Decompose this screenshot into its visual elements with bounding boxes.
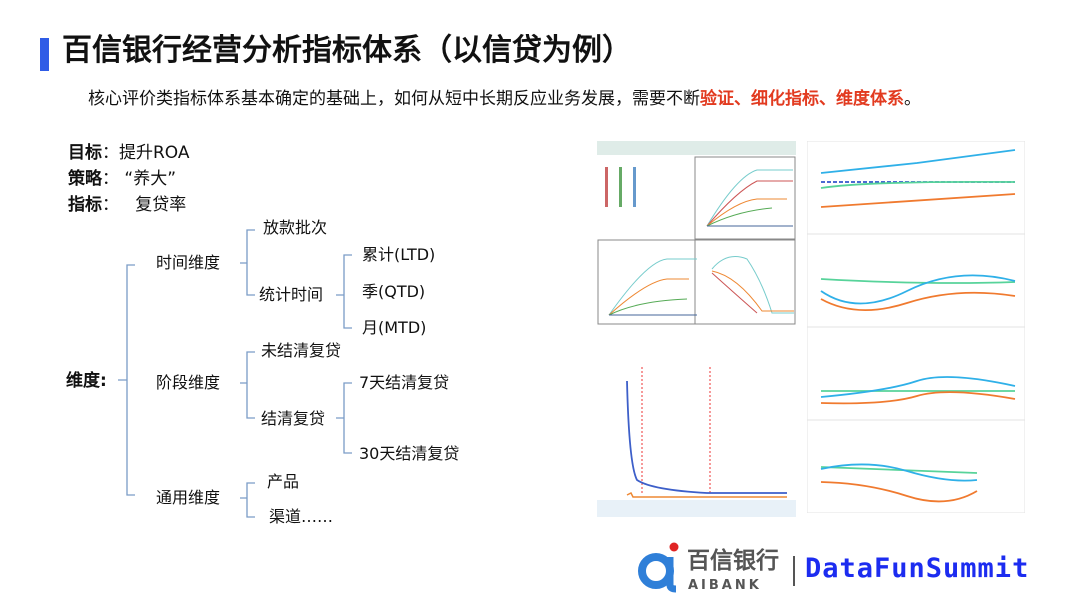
subtitle-highlight: 验证、细化指标、维度体系 (700, 89, 904, 109)
bank-name-cn: 百信银行 (687, 548, 779, 574)
logo-divider (793, 556, 795, 586)
node-channel: 渠道…… (269, 507, 334, 526)
strategy-key: 策略 (68, 169, 102, 189)
dashboard-screenshot (597, 141, 796, 326)
subtitle-suffix: 。 (904, 89, 921, 109)
node-product: 产品 (267, 472, 300, 491)
title-accent-bar (40, 38, 49, 71)
node-30day: 30天结清复贷 (359, 444, 460, 463)
dimension-label: 维度: (66, 371, 107, 391)
tree-brackets (118, 229, 352, 518)
aibank-logo-icon (638, 542, 679, 593)
bank-name-en: AIBANK (688, 578, 762, 593)
node-settled: 结清复贷 (261, 409, 326, 428)
node-7day: 7天结清复贷 (359, 373, 450, 392)
goal-value: 提升ROA (119, 143, 190, 163)
subtitle: 核心评价类指标体系基本确定的基础上，如何从短中长期反应业务发展，需要不断验证、细… (88, 89, 921, 110)
goal-key: 目标 (68, 143, 102, 163)
node-batch: 放款批次 (263, 218, 328, 237)
node-mtd: 月(MTD) (362, 318, 427, 337)
trend-charts-screenshot (807, 141, 1025, 513)
node-time: 时间维度 (156, 253, 221, 272)
subtitle-prefix: 核心评价类指标体系基本确定的基础上，如何从短中长期反应业务发展，需要不断 (88, 89, 700, 109)
node-general: 通用维度 (156, 488, 221, 507)
metric-row: 指标： 复贷率 (68, 195, 187, 215)
strategy-row: 策略： “养大” (68, 169, 177, 189)
node-stage: 阶段维度 (156, 373, 221, 392)
metric-key: 指标 (68, 195, 102, 215)
repeat-loan-curve-screenshot (597, 345, 796, 517)
node-stat-time: 统计时间 (259, 285, 324, 304)
datafun-summit-logo: DataFunSummit (805, 553, 1030, 584)
strategy-value: “养大” (124, 169, 177, 189)
node-qtd: 季(QTD) (362, 282, 426, 301)
node-unsettled: 未结清复贷 (261, 341, 342, 360)
page-title: 百信银行经营分析指标体系（以信贷为例） (62, 33, 632, 68)
metric-value: 复贷率 (135, 195, 187, 215)
goal-row: 目标：提升ROA (68, 143, 190, 163)
node-ltd: 累计(LTD) (362, 245, 436, 264)
dimension-label-text: 维度 (66, 371, 100, 391)
